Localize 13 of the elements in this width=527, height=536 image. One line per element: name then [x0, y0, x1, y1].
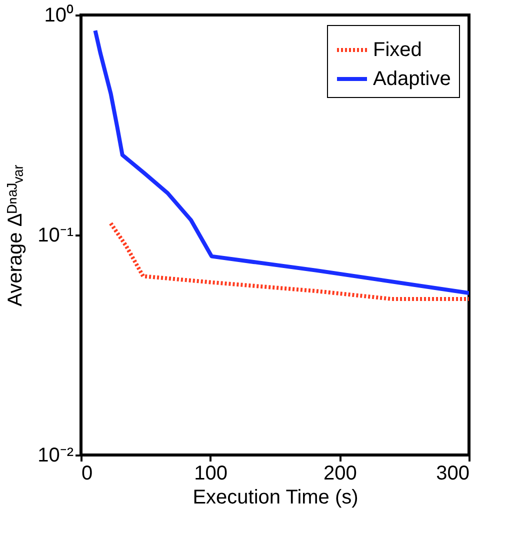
x-tick-label: 100: [194, 462, 228, 484]
x-tick-label: 0: [82, 462, 93, 484]
line-series: [108, 221, 469, 301]
line-series: [93, 28, 469, 295]
y-tick-label: 10⁻²: [38, 444, 74, 466]
x-tick-label: 300: [436, 462, 470, 484]
legend-label: Fixed: [373, 39, 422, 61]
x-axis-title: Execution Time (s): [192, 486, 358, 508]
y-tick-label: 10⁰: [44, 4, 74, 26]
x-tick-label: 200: [323, 462, 357, 484]
y-tick-label: 10⁻¹: [38, 224, 74, 246]
legend-label: Adaptive: [373, 68, 451, 90]
y-axis-title: Average Δᴰⁿᵃᴶᵥₐᵣ: [4, 164, 27, 306]
